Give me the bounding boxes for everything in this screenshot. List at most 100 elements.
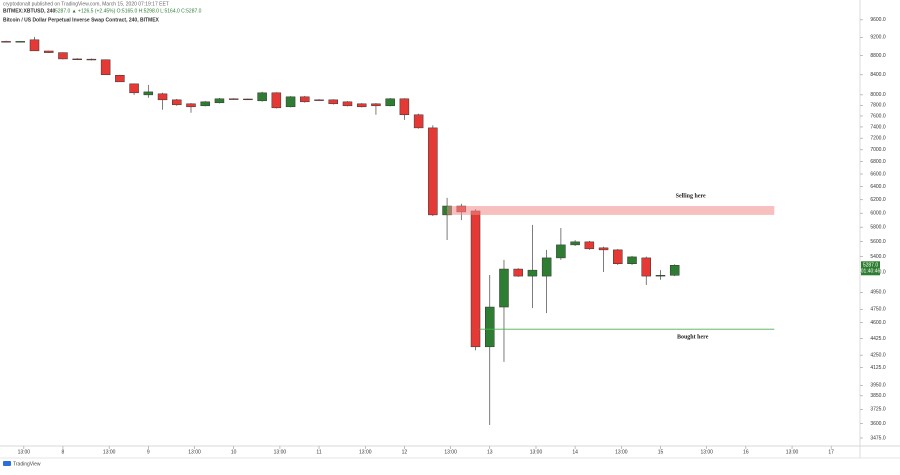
y-tick-label: 9200.0	[870, 35, 886, 41]
x-tick-label: 13:00	[786, 449, 799, 455]
x-tick-label: 13:00	[530, 449, 543, 455]
candle-body	[470, 210, 481, 348]
candle-body	[1, 41, 11, 43]
y-tick-label: 6600.0	[870, 171, 886, 177]
x-tick-label: 13:00	[615, 449, 628, 455]
candle-body	[143, 91, 154, 96]
candle-body	[342, 101, 353, 107]
candle-body	[413, 114, 424, 129]
candle-body	[541, 257, 552, 277]
y-tick-label: 7400.0	[870, 124, 886, 130]
candle-body	[570, 241, 580, 246]
candle-body	[641, 257, 651, 277]
candle-body	[584, 241, 595, 250]
candle-body	[655, 275, 666, 277]
x-tick-label: 12	[402, 449, 408, 455]
last-price-box	[861, 261, 880, 276]
x-tick-label: 13:00	[18, 449, 31, 455]
x-tick-label: 13:00	[274, 449, 287, 455]
y-tick-label: 4950.0	[870, 290, 886, 296]
candle-body	[513, 268, 523, 277]
zone-label: Selling here	[676, 193, 706, 199]
y-tick-label: 3475.0	[870, 435, 886, 441]
chart-title: Bitcoin / US Dollar Perpetual Inverse Sw…	[3, 17, 160, 23]
candle-body	[556, 244, 566, 259]
x-tick-label: 13	[487, 449, 493, 455]
x-tick-label: 13:00	[359, 449, 372, 455]
candle-body	[214, 98, 225, 104]
countdown: 01:40:46	[861, 269, 881, 275]
candle-body	[627, 256, 637, 264]
candle-body	[371, 103, 381, 107]
x-tick-label: 15	[658, 449, 664, 455]
candle-body	[669, 265, 680, 276]
x-tick-label: 10	[231, 449, 237, 455]
candle-body	[58, 52, 68, 60]
y-tick-label: 6200.0	[870, 197, 886, 203]
x-tick-label: 11	[316, 449, 321, 455]
candle-body	[356, 103, 367, 108]
y-tick-label: 4125.0	[870, 365, 886, 371]
candle-body	[399, 98, 410, 116]
candle-body	[598, 247, 609, 251]
candle-body	[72, 58, 82, 60]
y-tick-label: 3600.0	[870, 421, 886, 427]
x-tick-label: 13:00	[103, 449, 116, 455]
y-tick-label: 6000.0	[870, 211, 886, 217]
x-tick-label: 17	[828, 449, 834, 455]
candle-body	[499, 268, 509, 308]
x-tick-label: 8	[62, 449, 65, 455]
candle-body	[100, 59, 111, 76]
quote: 5287.0 ▲ +126.5 (+2.45%) O:5165.0 H:5298…	[55, 8, 202, 14]
candle-body	[115, 75, 125, 83]
candle-body	[29, 39, 40, 52]
candle-body	[228, 98, 239, 100]
y-tick-label: 5600.0	[870, 239, 886, 245]
candle-body	[271, 92, 282, 109]
level-label: Bought here	[677, 335, 709, 341]
x-tick-label: 14	[572, 449, 578, 455]
candle-body	[243, 98, 253, 101]
y-tick-label: 3850.0	[870, 393, 886, 399]
y-tick-label: 5800.0	[870, 225, 886, 231]
candle-body	[328, 99, 339, 105]
y-tick-label: 6400.0	[870, 184, 886, 190]
y-tick-label: 7200.0	[870, 136, 886, 142]
y-tick-label: 3725.0	[870, 407, 886, 413]
publisher: cryptodonalt published on TradingView.co…	[3, 1, 169, 7]
last-price-label: 5287.0	[863, 263, 879, 269]
candle-body	[157, 93, 168, 101]
y-tick-label: 9600.0	[870, 17, 886, 23]
brand: TradingView	[13, 461, 41, 467]
y-tick-label: 8000.0	[870, 92, 886, 98]
y-tick-label: 4750.0	[870, 307, 886, 313]
y-tick-label: 5400.0	[870, 254, 886, 260]
candle-body	[257, 92, 267, 102]
candle-body	[385, 98, 395, 107]
x-tick-label: 13:00	[700, 449, 713, 455]
candle-body	[300, 96, 310, 103]
selling-zone	[447, 206, 775, 215]
candle-body	[186, 103, 196, 108]
y-tick-label: 8400.0	[870, 72, 886, 78]
candle-body	[428, 127, 438, 216]
y-tick-label: 7000.0	[870, 147, 886, 153]
candle-body	[129, 83, 139, 94]
x-tick-label: 13:00	[444, 449, 457, 455]
y-tick-label: 4425.0	[870, 336, 886, 342]
y-tick-label: 7800.0	[870, 103, 886, 109]
y-tick-label: 4250.0	[870, 352, 886, 358]
y-tick-label: 7600.0	[870, 113, 886, 119]
logo-icon	[3, 461, 11, 466]
candle-body	[285, 96, 296, 108]
y-tick-label: 8800.0	[870, 53, 886, 59]
y-tick-label: 4600.0	[870, 320, 886, 326]
candle-body	[15, 41, 26, 43]
candle-body	[613, 249, 623, 264]
y-tick-label: 3950.0	[870, 383, 886, 389]
candle-body	[314, 99, 324, 101]
x-tick-label: 13:00	[188, 449, 201, 455]
candle-body	[200, 101, 210, 107]
